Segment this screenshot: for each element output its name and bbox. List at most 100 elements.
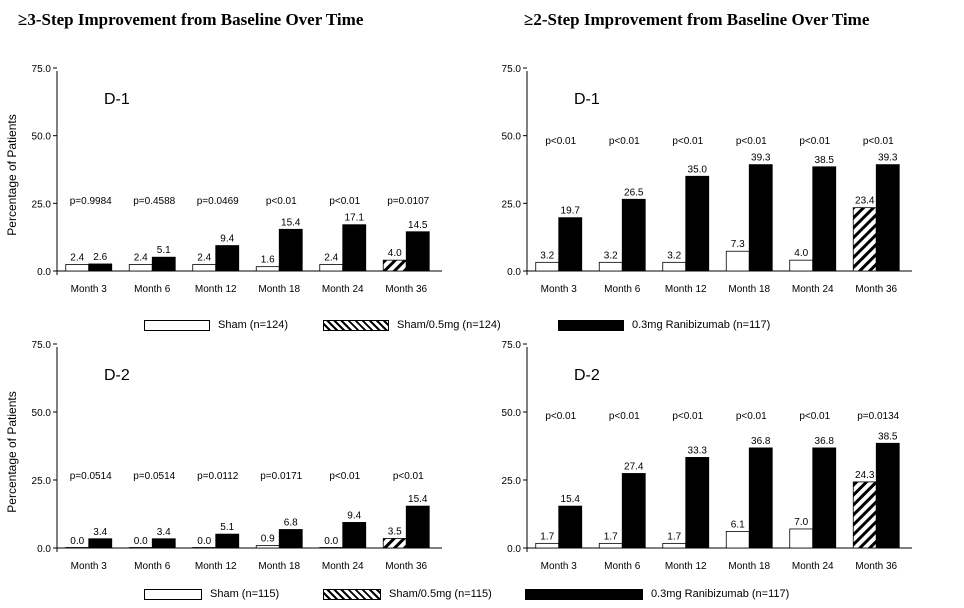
bar-ranibizumab — [685, 175, 710, 272]
bar-value-label: 1.6 — [261, 255, 275, 266]
bar-sham — [789, 528, 814, 549]
legend-bottom: Sham (n=115) Sham/0.5mg (n=115) 0.3mg Ra… — [0, 588, 964, 608]
x-tick-label: Month 24 — [322, 284, 364, 295]
x-tick-label: Month 36 — [385, 284, 427, 295]
p-value-label: p=0.9984 — [70, 196, 112, 207]
bar-sham — [192, 264, 217, 272]
bar-value-label: 36.8 — [751, 436, 771, 447]
bar-ranibizumab — [748, 447, 773, 549]
p-value-label: p<0.01 — [609, 136, 640, 147]
chart-title-left: ≥3-Step Improvement from Baseline Over T… — [18, 10, 364, 29]
bar-sham — [789, 259, 814, 272]
bar-value-label: 6.8 — [284, 518, 298, 529]
legend-swatch-ranibizumab — [525, 588, 643, 600]
legend-item-sham: Sham (n=124) — [144, 319, 288, 331]
panel-label: D-1 — [574, 91, 600, 108]
bar-value-label: 6.1 — [731, 519, 745, 530]
bar-value-label: 7.3 — [731, 239, 745, 250]
bar-value-label: 38.5 — [878, 431, 898, 442]
bar-value-label: 3.2 — [540, 250, 554, 261]
y-tick-label: 50.0 — [32, 408, 52, 419]
p-value-label: p<0.01 — [736, 411, 767, 422]
y-tick-label: 25.0 — [502, 199, 522, 210]
x-tick-label: Month 36 — [385, 561, 427, 572]
p-value-label: p=0.0107 — [387, 196, 429, 207]
y-tick-label: 50.0 — [502, 132, 522, 143]
p-value-label: p<0.01 — [393, 471, 424, 482]
bar-value-label: 0.0 — [134, 536, 148, 547]
bar-value-label: 5.1 — [220, 522, 234, 533]
bar-ranibizumab — [342, 224, 367, 272]
p-value-label: p=0.0469 — [197, 196, 239, 207]
x-tick-label: Month 3 — [541, 284, 578, 295]
x-tick-label: Month 18 — [728, 284, 770, 295]
x-tick-label: Month 24 — [792, 284, 834, 295]
bar-value-label: 3.5 — [388, 526, 402, 537]
legend-item-sham-0-5mg: Sham/0.5mg (n=115) — [323, 588, 492, 600]
bar-sham — [598, 542, 623, 549]
y-tick-label: 25.0 — [502, 476, 522, 487]
p-value-label: p<0.01 — [609, 411, 640, 422]
bar-sham-0-5mg — [852, 481, 877, 549]
bar-sham — [535, 261, 560, 272]
bar-sham — [65, 547, 90, 549]
bar-value-label: 3.2 — [604, 250, 618, 261]
bar-ranibizumab — [151, 256, 176, 272]
bar-value-label: 4.0 — [388, 248, 402, 259]
y-tick-label: 0.0 — [507, 267, 521, 278]
bar-value-label: 15.4 — [408, 494, 428, 505]
bar-value-label: 17.1 — [345, 213, 365, 224]
bar-value-label: 23.4 — [855, 196, 875, 207]
y-tick-label: 50.0 — [32, 132, 52, 143]
y-tick-label: 50.0 — [502, 408, 522, 419]
bar-sham — [319, 264, 344, 272]
x-tick-label: Month 3 — [71, 561, 108, 572]
legend-swatch-ranibizumab — [558, 319, 624, 331]
bar-sham — [319, 547, 344, 549]
bar-ranibizumab — [151, 538, 176, 549]
bar-value-label: 3.4 — [93, 527, 107, 538]
x-tick-label: Month 36 — [855, 561, 897, 572]
bar-ranibizumab — [278, 228, 303, 272]
p-value-label: p<0.01 — [672, 411, 703, 422]
bar-value-label: 3.4 — [157, 527, 171, 538]
legend-label-sham: Sham (n=124) — [218, 319, 289, 331]
bar-value-label: 2.6 — [93, 252, 107, 263]
bar-ranibizumab — [342, 522, 367, 549]
legend-swatch-sham — [144, 319, 210, 331]
bar-sham — [65, 264, 90, 272]
bar-value-label: 9.4 — [347, 510, 361, 521]
bar-ranibizumab — [88, 263, 113, 272]
p-value-label: p=0.4588 — [133, 196, 175, 207]
bar-ranibizumab — [88, 538, 113, 549]
bar-value-label: 3.2 — [667, 250, 681, 261]
x-tick-label: Month 36 — [855, 284, 897, 295]
y-tick-label: 0.0 — [37, 544, 51, 555]
x-tick-label: Month 12 — [195, 561, 237, 572]
legend-swatch-sham — [144, 588, 202, 600]
bar-value-label: 4.0 — [794, 248, 808, 259]
p-value-label: p<0.01 — [545, 136, 576, 147]
bar-sham-0-5mg — [382, 259, 407, 272]
bar-ranibizumab — [812, 166, 837, 272]
bar-value-label: 14.5 — [408, 220, 428, 231]
bar-value-label: 0.9 — [261, 534, 275, 545]
p-value-label: p<0.01 — [672, 136, 703, 147]
bar-value-label: 2.4 — [324, 253, 338, 264]
bar-ranibizumab — [405, 505, 430, 549]
bar-ranibizumab — [215, 245, 240, 272]
bar-value-label: 39.3 — [751, 153, 771, 164]
bar-sham — [662, 261, 687, 272]
legend-label-ranibizumab: 0.3mg Ranibizumab (n=117) — [632, 319, 771, 331]
p-value-label: p=0.0134 — [857, 411, 899, 422]
panel-label: D-1 — [104, 91, 130, 108]
bar-sham — [255, 545, 280, 549]
bar-sham — [598, 261, 623, 272]
x-tick-label: Month 18 — [728, 561, 770, 572]
y-axis-label: Percentage of Patients — [5, 114, 19, 235]
legend-item-ranibizumab: 0.3mg Ranibizumab (n=117) — [558, 319, 770, 331]
bar-value-label: 1.7 — [540, 531, 554, 542]
p-value-label: p<0.01 — [266, 196, 297, 207]
bar-value-label: 9.4 — [220, 234, 234, 245]
